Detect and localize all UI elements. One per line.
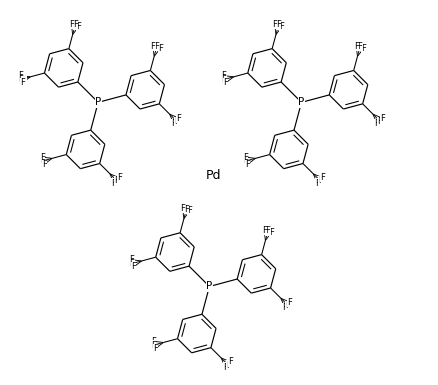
- Text: Pd: Pd: [205, 169, 221, 182]
- Text: F: F: [223, 363, 228, 372]
- Text: F: F: [288, 298, 293, 307]
- Text: F: F: [276, 20, 281, 29]
- Text: F: F: [111, 179, 117, 187]
- Text: F: F: [73, 20, 78, 29]
- Text: F: F: [222, 75, 226, 84]
- Text: P: P: [95, 97, 101, 107]
- Text: F: F: [262, 226, 267, 235]
- Text: F: F: [76, 22, 81, 31]
- Text: F: F: [152, 341, 156, 350]
- Text: F: F: [320, 173, 325, 182]
- Text: F: F: [180, 204, 185, 213]
- Text: F: F: [283, 303, 287, 312]
- Text: F: F: [318, 176, 323, 185]
- Text: F: F: [115, 176, 120, 185]
- Text: F: F: [226, 360, 231, 370]
- Text: F: F: [69, 20, 74, 29]
- Text: F: F: [315, 179, 320, 187]
- Text: F: F: [20, 78, 25, 87]
- Text: F: F: [151, 337, 156, 346]
- Text: F: F: [223, 78, 228, 87]
- Text: P: P: [298, 97, 304, 107]
- Text: F: F: [177, 114, 181, 122]
- Text: F: F: [221, 71, 226, 80]
- Text: F: F: [117, 173, 122, 182]
- Text: F: F: [279, 22, 284, 31]
- Text: F: F: [151, 42, 155, 51]
- Text: F: F: [245, 160, 250, 169]
- Text: F: F: [131, 263, 136, 271]
- Text: F: F: [158, 44, 162, 53]
- Text: F: F: [42, 160, 47, 169]
- Text: F: F: [286, 301, 290, 310]
- Text: F: F: [130, 259, 134, 268]
- Text: F: F: [18, 75, 23, 84]
- Text: F: F: [354, 42, 359, 51]
- Text: F: F: [174, 117, 179, 126]
- Text: P: P: [206, 281, 212, 291]
- Text: F: F: [244, 156, 248, 166]
- Text: F: F: [380, 114, 385, 122]
- Text: F: F: [184, 204, 189, 214]
- Text: F: F: [243, 152, 248, 162]
- Text: F: F: [171, 119, 176, 128]
- Text: F: F: [154, 42, 159, 51]
- Text: F: F: [374, 119, 379, 128]
- Text: F: F: [40, 152, 45, 162]
- Text: F: F: [265, 226, 270, 235]
- Text: F: F: [40, 156, 45, 166]
- Text: F: F: [269, 228, 274, 237]
- Text: F: F: [357, 42, 363, 51]
- Text: F: F: [187, 206, 192, 215]
- Text: F: F: [153, 344, 158, 353]
- Text: F: F: [129, 255, 134, 264]
- Text: F: F: [272, 20, 277, 29]
- Text: F: F: [361, 44, 366, 53]
- Text: F: F: [378, 117, 382, 126]
- Text: F: F: [18, 71, 23, 80]
- Text: F: F: [228, 357, 233, 367]
